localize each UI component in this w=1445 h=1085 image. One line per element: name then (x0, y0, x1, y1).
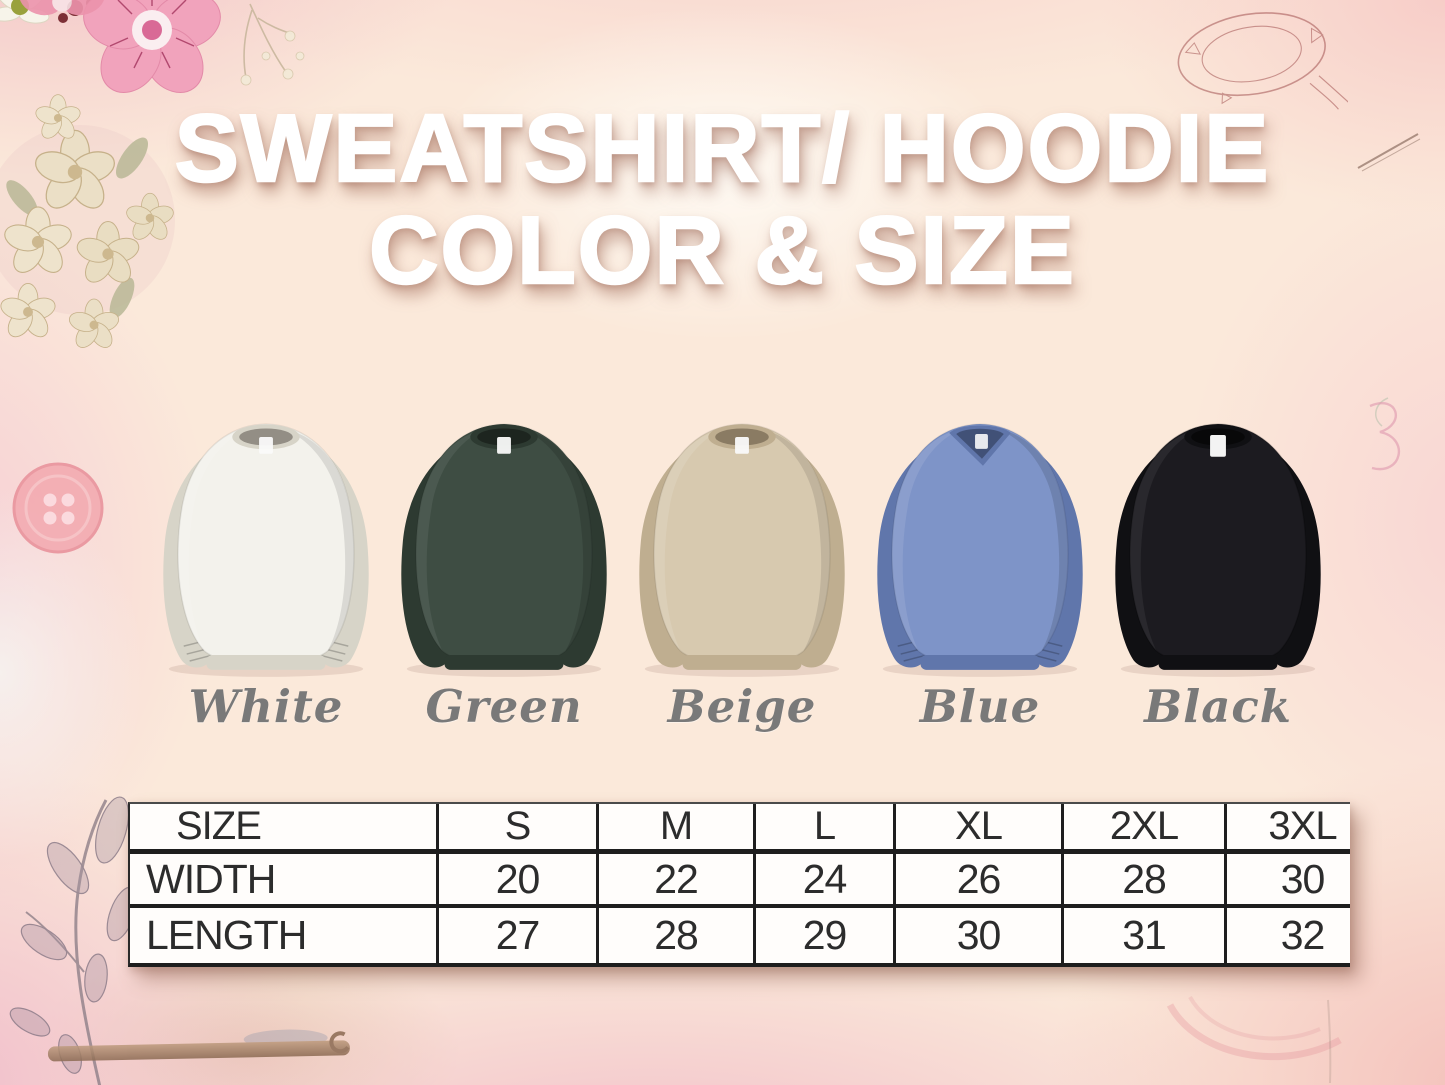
swirl-doodle-decoration (1369, 397, 1401, 471)
width-value-m: 22 (599, 854, 756, 908)
length-value-2xl: 31 (1064, 908, 1227, 963)
page-title: SWEATSHIRT/ HOODIE COLOR & SIZE (0, 95, 1445, 304)
length-value-m: 28 (599, 908, 756, 963)
length-value-l: 29 (756, 908, 896, 963)
sweatshirt-graphic (401, 423, 607, 677)
sweatshirt-graphic (639, 423, 845, 677)
width-value-l: 24 (756, 854, 896, 908)
length-value-3xl: 32 (1280, 912, 1326, 958)
size-chart-table: SIZE S M L XL 2XL 3XL WIDTH 20 22 24 26 … (128, 802, 1350, 967)
width-value-s: 20 (439, 854, 599, 908)
color-label: Blue (919, 680, 1041, 733)
length-value-xl: 30 (896, 908, 1064, 963)
size-table-header-m: M (599, 804, 756, 854)
size-table-header-3xl: 3XL (1227, 804, 1350, 854)
arc-doodle-decoration (1166, 996, 1342, 1084)
color-label: Black (1144, 680, 1292, 733)
width-value-xl: 26 (896, 854, 1064, 908)
page-title-line-2: COLOR & SIZE (368, 196, 1076, 304)
color-label: White (188, 680, 344, 733)
sweatshirt-graphic (877, 423, 1083, 677)
product-option-beige: Beige (628, 410, 856, 733)
color-label: Beige (667, 680, 817, 733)
size-table-row-label-length: LENGTH (130, 908, 439, 963)
sweatshirt-graphic (1115, 423, 1321, 677)
size-table-header-2xl: 2XL (1064, 804, 1227, 854)
size-table-header-xl: XL (896, 804, 1064, 854)
product-option-blue: Blue (866, 410, 1094, 733)
button-decoration (12, 462, 104, 554)
size-table-header-size: SIZE (130, 804, 439, 854)
sweatshirt-graphic (163, 423, 369, 677)
color-options-row: White (152, 410, 1332, 733)
hairpin-decoration (47, 1029, 350, 1062)
width-value-3xl: 30 (1227, 854, 1350, 908)
size-table-header-l: L (756, 804, 896, 854)
color-label: Green (425, 680, 583, 733)
page-title-line-1: SWEATSHIRT/ HOODIE (173, 95, 1271, 202)
width-value-2xl: 28 (1064, 854, 1227, 908)
product-option-white: White (152, 410, 380, 733)
size-table-row-label-width: WIDTH (130, 854, 439, 908)
length-value-s: 27 (439, 908, 599, 963)
product-option-black: Black (1104, 410, 1332, 733)
size-table-header-s: S (439, 804, 599, 854)
product-option-green: Green (390, 410, 618, 733)
